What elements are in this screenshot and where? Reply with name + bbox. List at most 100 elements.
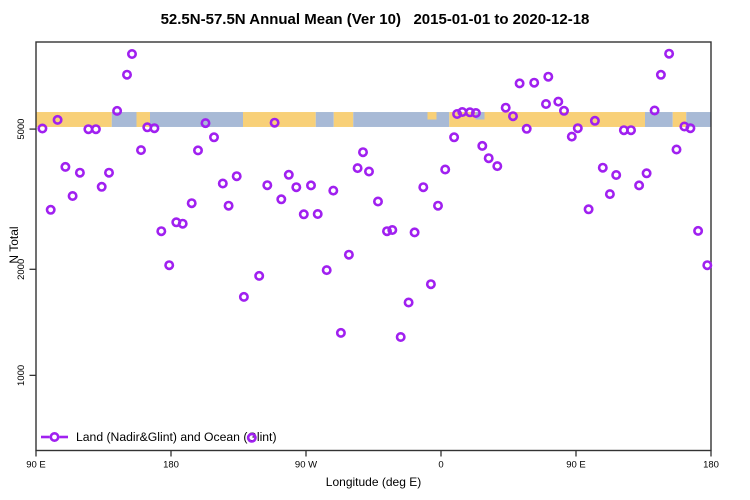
data-point xyxy=(52,114,63,125)
data-point xyxy=(335,327,346,338)
data-point xyxy=(457,107,468,118)
data-point xyxy=(298,209,309,220)
data-point xyxy=(136,145,147,156)
data-point xyxy=(611,170,622,181)
data-point xyxy=(641,168,652,179)
data-point xyxy=(276,194,287,205)
data-point xyxy=(149,123,160,134)
data-point xyxy=(122,69,133,80)
data-point xyxy=(357,147,368,158)
data-point xyxy=(452,109,463,120)
legend-label: Land (Nadir&Glint) and Ocean (Glint) xyxy=(76,430,277,444)
data-point xyxy=(655,69,666,80)
x-tick-label: 90 E xyxy=(566,460,586,471)
data-point xyxy=(74,167,85,178)
data-point xyxy=(387,225,398,236)
data-point xyxy=(90,124,101,135)
data-point xyxy=(529,77,540,88)
x-axis-label: Longitude (deg E) xyxy=(325,475,422,489)
data-point xyxy=(583,204,594,215)
data-point xyxy=(425,279,436,290)
x-tick-label: 180 xyxy=(163,460,179,471)
data-point xyxy=(328,185,339,196)
data-point xyxy=(649,105,660,116)
data-point xyxy=(566,131,577,142)
data-point xyxy=(449,132,460,143)
map-strip-segment-ocean xyxy=(686,112,711,127)
data-point xyxy=(432,200,443,211)
data-point xyxy=(540,99,551,110)
x-tick-label: 0 xyxy=(438,460,443,471)
data-point xyxy=(177,218,188,229)
data-point xyxy=(372,196,383,207)
data-point xyxy=(589,115,600,126)
data-point xyxy=(209,132,220,143)
plot-box xyxy=(35,41,712,452)
map-strip-segment-land xyxy=(243,112,316,127)
data-point xyxy=(112,105,123,116)
data-point xyxy=(60,161,71,172)
data-point xyxy=(246,432,257,443)
data-point xyxy=(156,226,167,237)
data-point xyxy=(223,200,234,211)
data-point xyxy=(104,167,115,178)
map-strip-segment-land xyxy=(484,112,645,127)
data-point xyxy=(269,117,280,128)
data-point xyxy=(231,171,242,182)
data-point xyxy=(572,123,583,134)
data-point xyxy=(477,140,488,151)
map-strip-segment-ocean xyxy=(150,112,243,127)
data-point xyxy=(514,78,525,89)
data-point xyxy=(521,123,532,134)
data-point xyxy=(418,182,429,193)
data-point xyxy=(671,144,682,155)
data-point xyxy=(186,198,197,209)
data-point xyxy=(702,260,713,271)
data-point xyxy=(262,180,273,191)
y-axis-label: N Total xyxy=(7,226,21,264)
data-point xyxy=(200,118,211,129)
data-point xyxy=(67,191,78,202)
data-point xyxy=(664,48,675,59)
data-point xyxy=(500,102,511,113)
data-point xyxy=(409,227,420,238)
map-strip-patch-land xyxy=(427,112,437,120)
map-strip-segment-ocean xyxy=(315,112,334,127)
data-point xyxy=(312,209,323,220)
data-point xyxy=(685,123,696,134)
map-strip-segment-ocean xyxy=(436,112,450,127)
data-point xyxy=(127,48,138,59)
data-point xyxy=(440,164,451,175)
y-tick-label: 1000 xyxy=(16,365,27,386)
data-point xyxy=(37,123,48,134)
data-point xyxy=(483,153,494,164)
data-point xyxy=(238,291,249,302)
data-point xyxy=(507,111,518,122)
data-point xyxy=(470,108,481,119)
data-point xyxy=(543,71,554,82)
data-point xyxy=(164,260,175,271)
legend-marker-icon xyxy=(49,431,60,442)
x-tick-label: 90 W xyxy=(295,460,317,471)
data-point xyxy=(464,107,475,118)
data-point xyxy=(283,169,294,180)
data-point xyxy=(321,265,332,276)
data-point xyxy=(558,105,569,116)
y-tick-label: 2000 xyxy=(16,259,27,280)
data-point xyxy=(693,225,704,236)
data-point xyxy=(363,166,374,177)
data-point xyxy=(604,189,615,200)
data-point xyxy=(254,270,265,281)
data-point xyxy=(217,178,228,189)
map-strip-segment-land xyxy=(672,112,687,127)
y-tick-label: 5000 xyxy=(16,119,27,140)
map-strip-segment-land xyxy=(36,112,112,127)
data-point xyxy=(343,249,354,260)
data-point xyxy=(305,180,316,191)
x-tick-label: 180 xyxy=(703,460,719,471)
map-strip-segment-ocean xyxy=(645,112,673,127)
data-point xyxy=(352,163,363,174)
data-point xyxy=(634,180,645,191)
map-strip-segment-land xyxy=(333,112,354,127)
